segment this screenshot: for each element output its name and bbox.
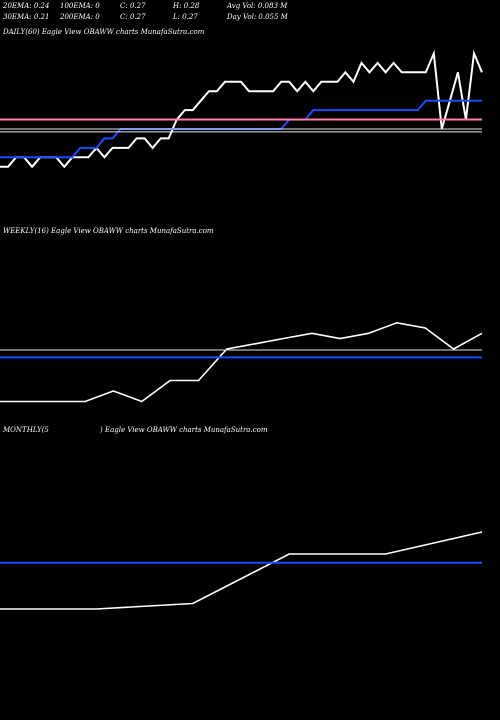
monthly-panel-label-left: MONTHLY(5 [3,426,49,434]
daily-panel-label: DAILY(60) Eagle View OBAWW charts Munafa… [3,28,205,36]
stat-ema30: 30EMA: 0.21 [3,13,50,21]
weekly-panel-label: WEEKLY(16) Eagle View OBAWW charts Munaf… [3,227,214,235]
stat-close-1: C: 0.27 [120,2,146,10]
daily-series-0 [0,49,483,169]
weekly-series-0 [0,321,483,403]
monthly-series-0 [0,531,483,610]
stat-dayvol: Day Vol: 0.055 M [227,13,288,21]
stat-high: H: 0.28 [173,2,200,10]
stat-low: L: 0.27 [173,13,198,21]
stat-avgvol: Avg Vol: 0.083 M [227,2,288,10]
stat-close-2: C: 0.27 [120,13,146,21]
stat-ema100: 100EMA: 0 [60,2,100,10]
stat-ema200: 200EMA: 0 [60,13,100,21]
monthly-panel-label-right: ) Eagle View OBAWW charts MunafaSutra.co… [100,426,268,434]
stat-ema20: 20EMA: 0.24 [3,2,50,10]
